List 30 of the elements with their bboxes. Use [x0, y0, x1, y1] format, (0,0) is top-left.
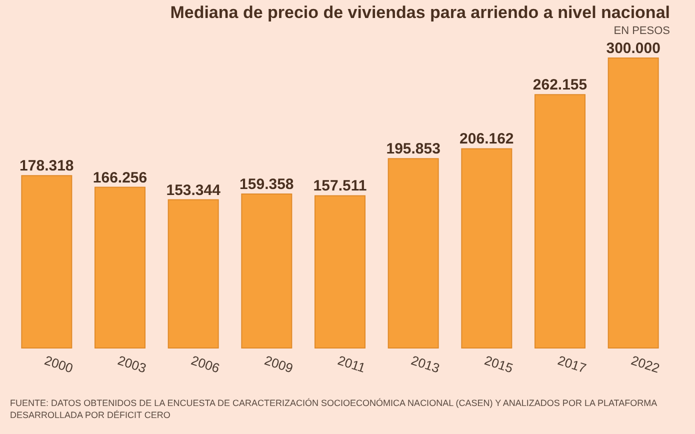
bar: [461, 148, 512, 348]
bar: [168, 199, 219, 348]
x-tick-label: 2022: [629, 352, 662, 376]
data-label: 262.155: [532, 76, 588, 94]
x-tick-label: 2000: [42, 352, 75, 376]
data-label: 153.344: [166, 182, 222, 199]
data-label: 206.162: [460, 130, 514, 148]
bar: [388, 158, 439, 348]
data-label: 157.511: [313, 178, 367, 195]
bar: [534, 94, 586, 348]
bar: [94, 186, 146, 348]
data-label: 195.853: [386, 140, 440, 158]
bar: [608, 58, 659, 348]
bar: [241, 193, 292, 348]
x-tick-label: 2006: [189, 352, 222, 376]
data-label: 166.256: [92, 169, 148, 186]
bar: [314, 195, 366, 348]
data-label: 178.318: [20, 158, 74, 175]
bar: [21, 175, 72, 348]
chart-subtitle: EN PESOS: [614, 25, 670, 37]
chart-title: Mediana de precio de viviendas para arriendo a nivel nacional: [170, 3, 670, 22]
x-tick-label: 2009: [262, 352, 295, 376]
source-note: FUENTE: DATOS OBTENIDOS DE LA ENCUESTA DE CARACTERIZACIÓN SOCIOECONÓMICA NACIONAL (CASEN) Y ANALIZADOS POR LA PLATAFORMA DESARROLLADA POR DÉFICIT CERO: [10, 398, 658, 422]
data-label: 300.000: [606, 40, 660, 57]
x-tick-label: 2011: [336, 352, 368, 376]
x-tick-label: 2013: [409, 352, 442, 376]
data-label: 159.358: [240, 176, 294, 193]
x-tick-label: 2017: [556, 352, 588, 376]
x-tick-label: 2015: [482, 352, 515, 376]
x-tick-label: 2003: [116, 352, 148, 376]
